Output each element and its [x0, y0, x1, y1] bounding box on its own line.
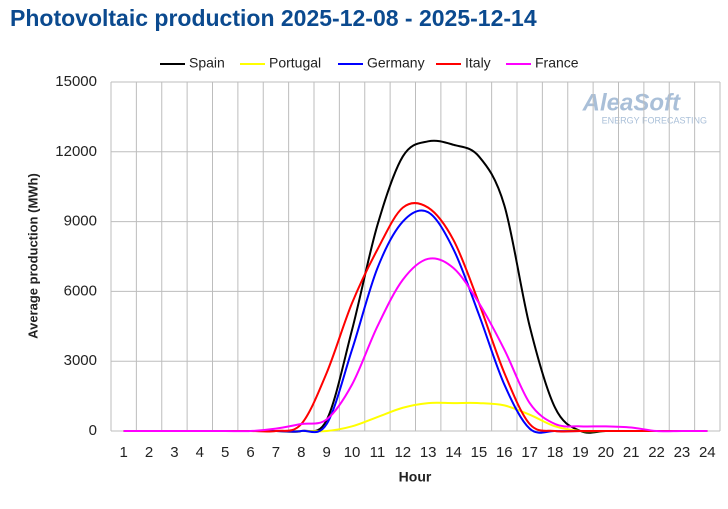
y-tick-label: 15000 — [55, 73, 97, 90]
chart-title: Photovoltaic production 2025-12-08 - 202… — [10, 5, 537, 31]
y-tick-label: 12000 — [55, 143, 97, 160]
legend-label: France — [535, 55, 579, 71]
x-tick-label: 23 — [674, 444, 691, 461]
x-tick-label: 16 — [496, 444, 513, 461]
x-tick-label: 24 — [699, 444, 716, 461]
x-tick-label: 1 — [120, 444, 128, 461]
x-tick-label: 9 — [323, 444, 331, 461]
x-tick-label: 8 — [297, 444, 305, 461]
x-tick-label: 17 — [521, 444, 538, 461]
y-tick-label: 6000 — [64, 282, 97, 299]
series-line — [123, 257, 708, 433]
legend-label: Germany — [367, 55, 425, 71]
x-tick-label: 10 — [344, 444, 361, 461]
watermark: AleaSoft — [582, 89, 681, 116]
x-tick-label: 4 — [196, 444, 204, 461]
x-tick-label: 7 — [272, 444, 280, 461]
x-tick-label: 5 — [221, 444, 229, 461]
x-tick-label: 13 — [420, 444, 437, 461]
x-axis-label: Hour — [399, 469, 432, 485]
y-tick-label: 3000 — [64, 352, 97, 369]
x-tick-label: 20 — [597, 444, 614, 461]
watermark-tagline: ENERGY FORECASTING — [602, 115, 707, 125]
x-tick-label: 3 — [170, 444, 178, 461]
y-tick-label: 0 — [89, 422, 97, 439]
legend-label: Portugal — [269, 55, 321, 71]
x-tick-label: 2 — [145, 444, 153, 461]
x-tick-label: 11 — [370, 444, 386, 461]
legend-label: Italy — [465, 55, 491, 71]
x-tick-label: 14 — [445, 444, 462, 461]
x-tick-label: 19 — [572, 444, 589, 461]
y-tick-label: 9000 — [64, 213, 97, 230]
x-tick-label: 6 — [246, 444, 254, 461]
legend-label: Spain — [189, 55, 225, 71]
y-axis-label: Average production (MWh) — [25, 173, 40, 339]
x-tick-label: 22 — [648, 444, 665, 461]
x-tick-label: 21 — [623, 444, 640, 461]
x-tick-label: 12 — [394, 444, 411, 461]
x-tick-label: 15 — [471, 444, 488, 461]
x-tick-label: 18 — [547, 444, 564, 461]
